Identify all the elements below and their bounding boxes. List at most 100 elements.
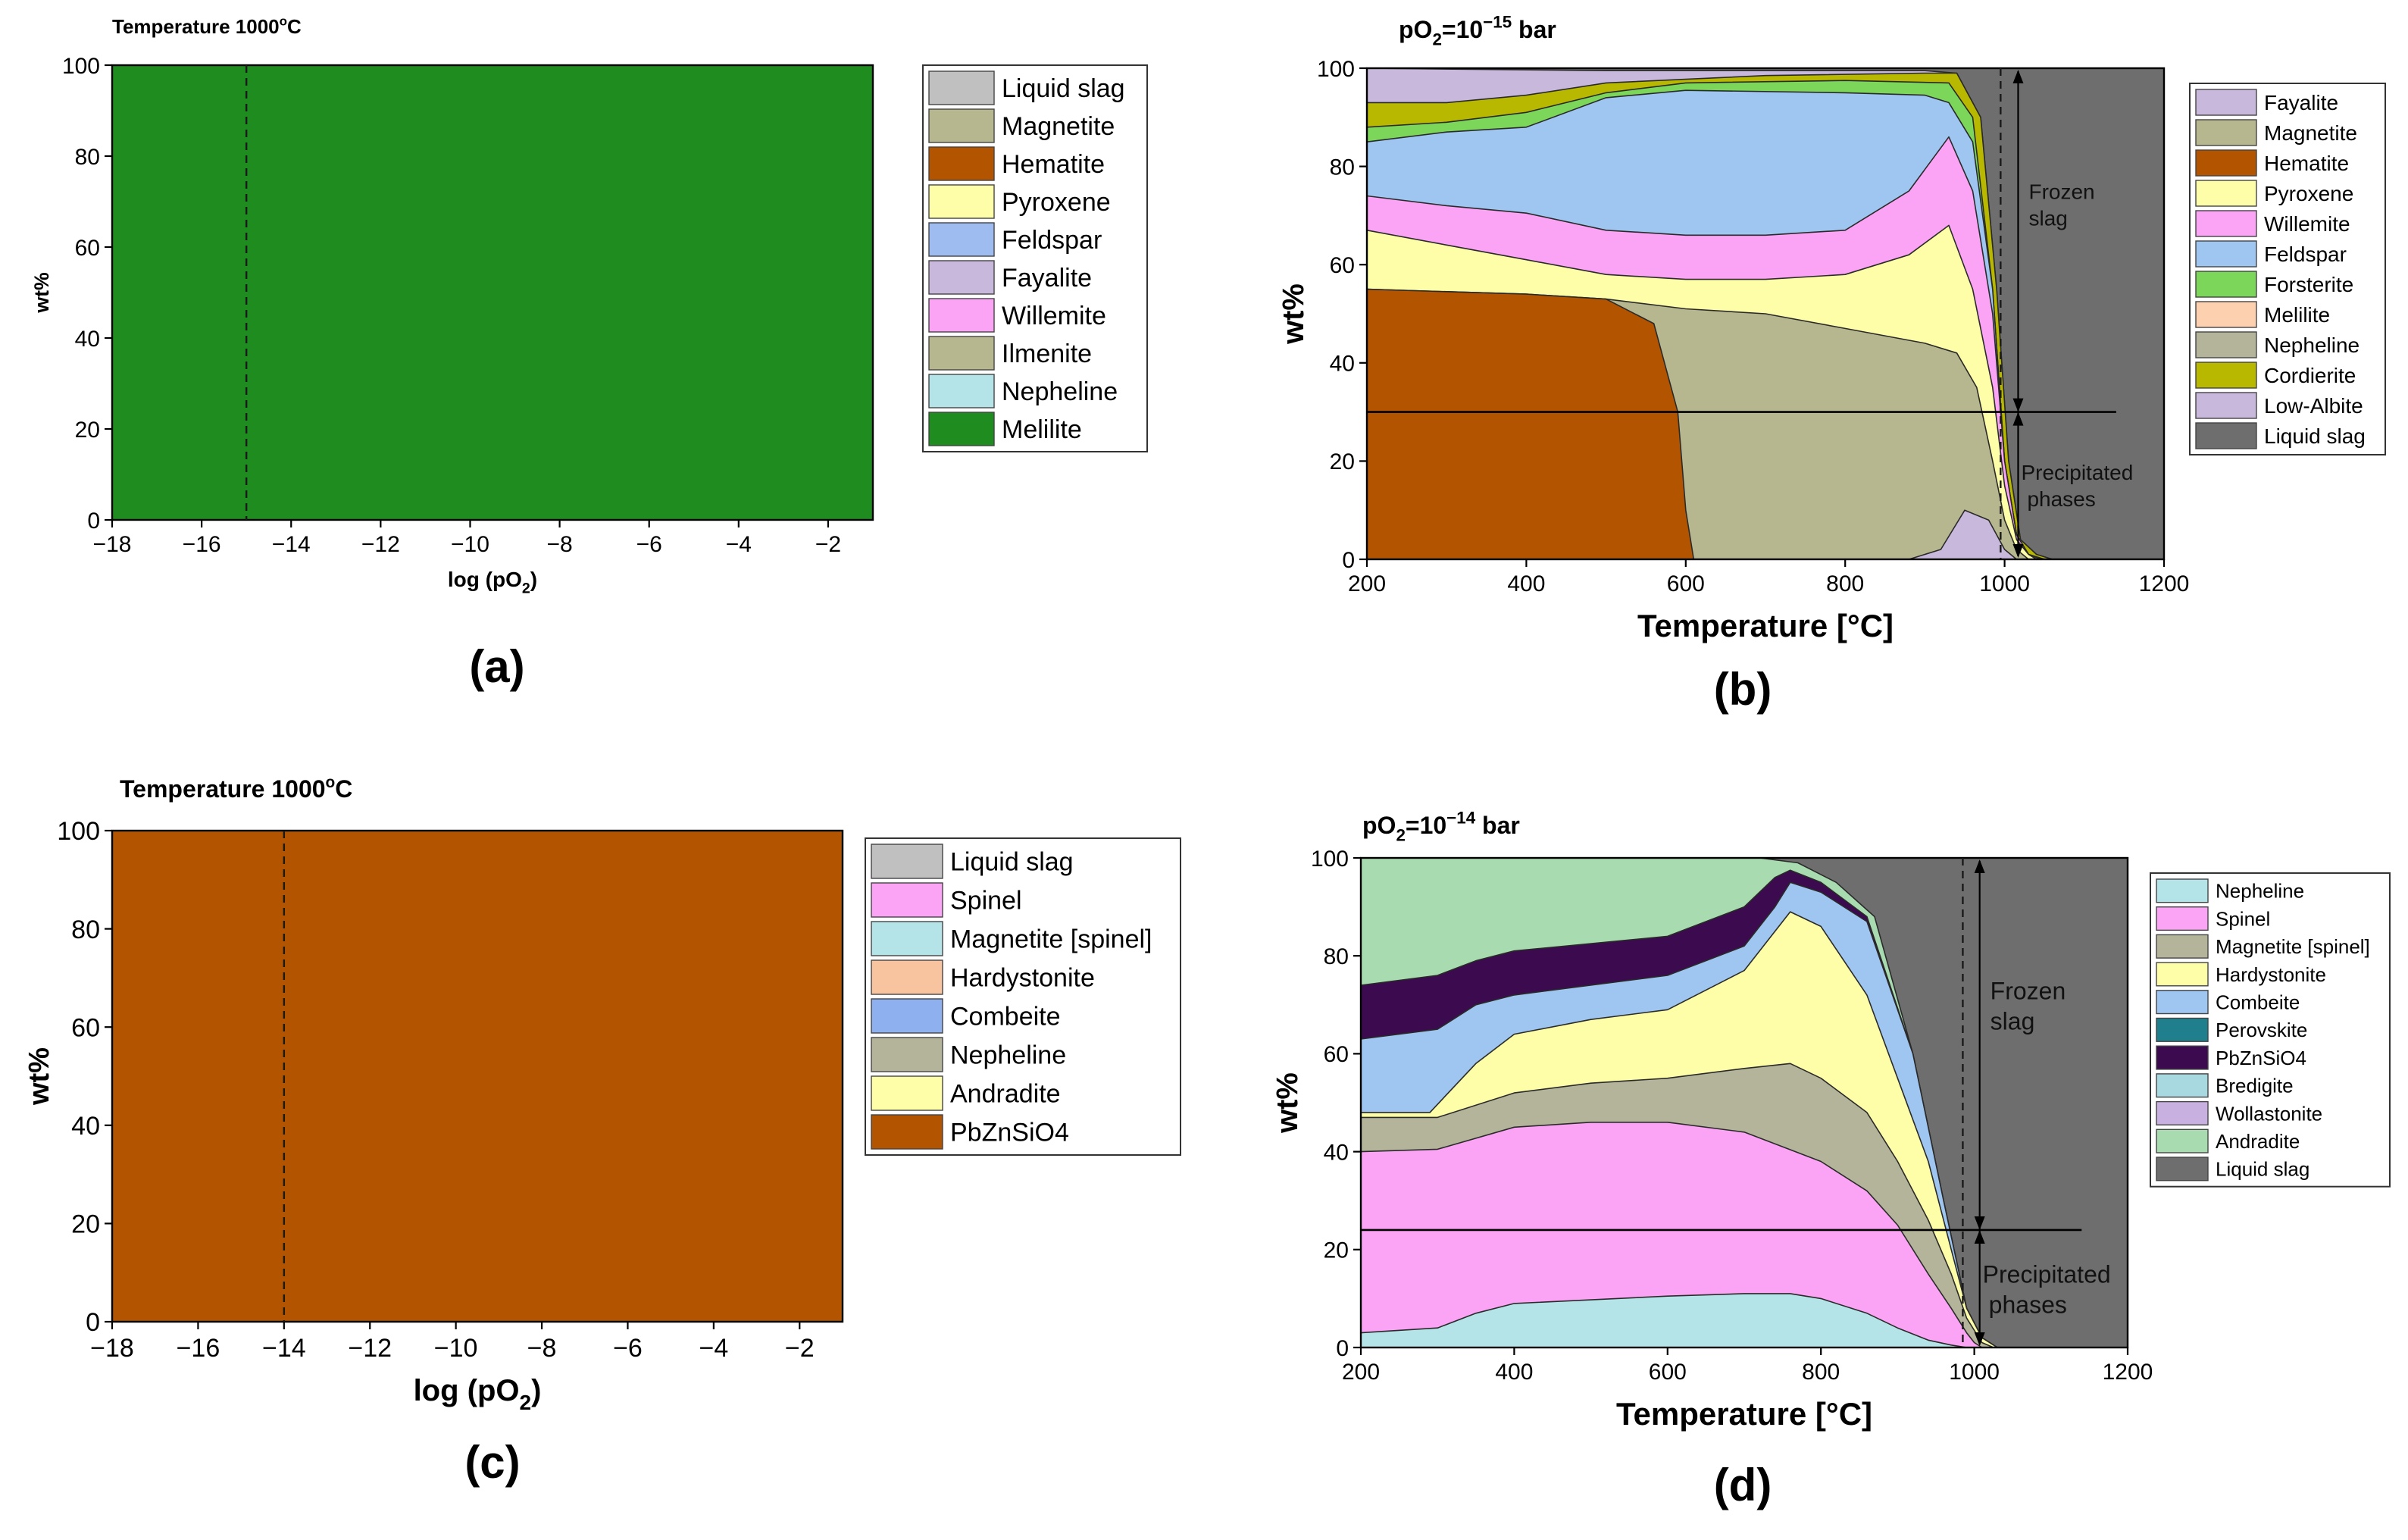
legend: Liquid slag Spinel Magnetite [spinel] Hardy… [865, 837, 1181, 1156]
legend-swatch [2156, 1017, 2209, 1042]
legend-label: Fayalite [1002, 264, 1092, 293]
legend: Fayalite Magnetite Hematite Pyroxene Willemi… [2189, 83, 2386, 455]
arrow-head-down [2012, 398, 2024, 412]
legend-label: Liquid slag [1002, 74, 1125, 103]
area-fayalite [1367, 509, 2018, 559]
area-nepheline [1361, 1293, 1968, 1348]
legend-label: Forsterite [2264, 273, 2353, 296]
legend-label: Liquid slag [2216, 1158, 2309, 1181]
legend-swatch [871, 998, 943, 1034]
legend-label: Low-Albite [2264, 394, 2363, 418]
panel-b: Frozen slag Precipitated phases 0 20 40 60 80 100… [1277, 13, 2386, 715]
legend-label: Magnetite [1002, 112, 1115, 141]
legend-swatch [928, 70, 995, 105]
x-tick-label: −16 [183, 532, 221, 557]
area-spinel [1361, 1122, 1983, 1348]
y-tick-label: 40 [1324, 1140, 1349, 1165]
legend-swatch [871, 921, 943, 956]
legend-swatch [2195, 180, 2257, 207]
x-tick-label: −12 [361, 532, 400, 557]
x-tick-label: 800 [1802, 1360, 1840, 1385]
x-tick-label: 1200 [2139, 571, 2190, 596]
legend-label: Feldspar [2264, 243, 2347, 266]
area-melilite [112, 65, 873, 520]
y-tick-label: 20 [71, 1210, 100, 1239]
legend-swatch [2156, 878, 2209, 903]
legend-label: Liquid slag [950, 848, 1074, 877]
annotation-frozen-slag: Frozen slag [1991, 978, 2066, 1035]
legend-label: Cordierite [2264, 364, 2356, 387]
x-tick-label: 800 [1826, 571, 1864, 596]
legend-swatch [928, 260, 995, 295]
panel-header: Temperature 1000oC [120, 774, 352, 803]
y-tick-label: 80 [71, 916, 100, 944]
x-tick-label: 1200 [2103, 1360, 2153, 1385]
legend-swatch [2156, 1100, 2209, 1125]
legend-swatch [2195, 240, 2257, 268]
x-tick-label: −10 [434, 1334, 478, 1363]
x-tick-label: −6 [636, 532, 662, 557]
y-tick-label: 60 [1324, 1042, 1349, 1067]
legend-label: PbZnSiO4 [2216, 1047, 2306, 1069]
legend-label: Andradite [2216, 1130, 2300, 1153]
y-tick-label: 0 [87, 509, 100, 534]
y-axis-label: wt% [30, 272, 53, 313]
y-tick-label: 80 [1324, 944, 1349, 969]
x-tick-label: 200 [1348, 571, 1386, 596]
panel-caption: (c) [464, 1437, 520, 1488]
area-pbznsio4 [112, 831, 843, 1322]
legend-label: Magnetite [spinel] [950, 925, 1152, 954]
x-tick-label: −12 [348, 1334, 392, 1363]
y-tick-label: 40 [71, 1112, 100, 1141]
panel-header: pO2=10−14 bar [1362, 809, 1520, 845]
legend-label: Nepheline [2264, 333, 2360, 357]
y-tick-label: 40 [75, 327, 100, 352]
legend-label: Bredigite [2216, 1075, 2294, 1097]
y-tick-label: 80 [1330, 155, 1355, 180]
legend-label: Nepheline [1002, 377, 1118, 406]
panel-header: Temperature 1000oC [112, 14, 302, 38]
legend-swatch [871, 1114, 943, 1150]
plot-areas [1367, 68, 2164, 559]
legend-swatch [2156, 962, 2209, 987]
legend-swatch [871, 882, 943, 918]
panel-caption: (a) [469, 641, 524, 692]
y-tick-label: 20 [75, 418, 100, 443]
x-tick-label: −8 [527, 1334, 557, 1363]
x-tick-label: −18 [93, 532, 132, 557]
legend-label: Fayalite [2264, 91, 2338, 114]
legend-swatch [2195, 422, 2257, 449]
x-tick-label: 400 [1507, 571, 1545, 596]
legend-swatch [2156, 1045, 2209, 1070]
legend-label: Liquid slag [2264, 424, 2366, 448]
panel-d: Frozen slag Precipitated phases 0 20 40 60 80 100… [1271, 809, 2391, 1510]
panel-c: 0 20 40 60 80 100 −18 −16 −14 −12 −10 −8 −6 −4 −2 wt% lo… [23, 774, 1181, 1488]
y-tick-label: 60 [75, 236, 100, 261]
plot-frame [111, 829, 844, 1323]
legend: Nepheline Spinel Magnetite [spinel] Hardyst… [2150, 872, 2391, 1188]
x-tick-label: −8 [546, 532, 572, 557]
legend-label: Melilite [1002, 415, 1082, 444]
x-tick-label: 600 [1667, 571, 1705, 596]
legend-swatch [2195, 271, 2257, 298]
legend-swatch [2195, 210, 2257, 237]
legend-label: Willemite [1002, 302, 1106, 330]
x-tick-label: −2 [815, 532, 841, 557]
legend-label: Hardystonite [2216, 963, 2326, 986]
y-tick-label: 100 [62, 54, 100, 79]
y-axis-label: wt% [1277, 283, 1310, 345]
legend-swatch [2156, 906, 2209, 931]
x-tick-label: −10 [451, 532, 489, 557]
x-tick-label: −6 [613, 1334, 643, 1363]
x-tick-label: −18 [90, 1334, 134, 1363]
legend-swatch [871, 844, 943, 879]
x-tick-label: 600 [1649, 1360, 1687, 1385]
legend-swatch [2156, 990, 2209, 1015]
legend-swatch [2195, 119, 2257, 146]
legend-label: Hematite [2264, 152, 2349, 175]
legend-swatch [2195, 392, 2257, 419]
legend-label: Perovskite [2216, 1019, 2307, 1041]
arrow-head-up-2 [1974, 1229, 1985, 1244]
legend-swatch [2195, 362, 2257, 389]
